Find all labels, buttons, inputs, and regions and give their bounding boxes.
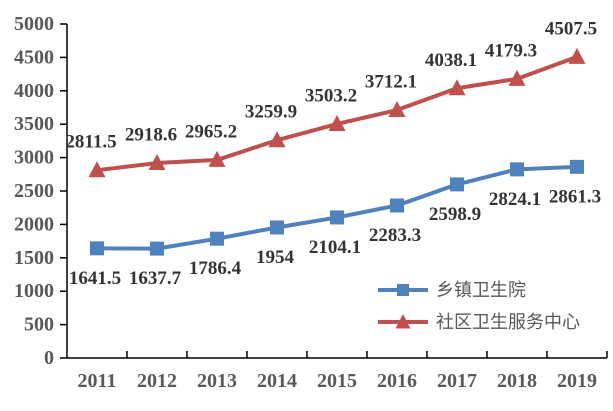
data-label-community-health-service-centers: 3259.9 xyxy=(245,102,297,123)
legend-label-community-health-service-centers: 社区卫生服务中心 xyxy=(436,312,580,332)
y-tick-label: 1500 xyxy=(14,247,54,269)
x-tick-label: 2013 xyxy=(197,370,237,392)
data-point-square-township-health-centers xyxy=(570,159,584,174)
data-point-square-township-health-centers xyxy=(270,220,284,235)
data-label-township-health-centers: 2824.1 xyxy=(489,189,541,210)
data-point-square-township-health-centers xyxy=(210,231,224,246)
data-point-square-township-health-centers xyxy=(450,177,464,192)
data-point-triangle-community-health-service-centers xyxy=(388,101,406,118)
data-label-community-health-service-centers: 4507.5 xyxy=(545,18,597,39)
y-tick-label: 500 xyxy=(24,314,54,336)
x-tick-label: 2015 xyxy=(317,370,357,392)
data-point-triangle-community-health-service-centers xyxy=(328,114,346,131)
data-point-triangle-community-health-service-centers xyxy=(148,154,166,171)
blue-square-line-icon xyxy=(378,284,428,296)
data-point-square-township-health-centers xyxy=(390,198,404,213)
y-tick-label: 2500 xyxy=(14,180,54,202)
data-point-square-township-health-centers xyxy=(330,210,344,225)
data-label-township-health-centers: 2283.3 xyxy=(369,225,421,246)
red-triangle-line-icon xyxy=(378,314,428,329)
data-label-community-health-service-centers: 2811.5 xyxy=(65,132,116,153)
data-point-triangle-community-health-service-centers xyxy=(508,69,526,86)
y-tick-label: 1000 xyxy=(14,280,54,302)
data-label-community-health-service-centers: 3712.1 xyxy=(365,72,417,93)
legend-item-community-health-service-centers: 社区卫生服务中心 xyxy=(378,311,580,333)
y-tick-label: 5000 xyxy=(14,13,54,35)
x-tick-label: 2018 xyxy=(497,370,537,392)
data-label-township-health-centers: 1637.7 xyxy=(129,268,182,289)
data-label-community-health-service-centers: 2965.2 xyxy=(185,121,237,142)
data-label-community-health-service-centers: 4179.3 xyxy=(485,40,537,61)
data-point-triangle-community-health-service-centers xyxy=(268,131,286,148)
y-tick-label: 2000 xyxy=(14,213,54,235)
x-tick-label: 2017 xyxy=(437,370,477,392)
data-point-triangle-community-health-service-centers xyxy=(448,79,466,96)
data-point-triangle-community-health-service-centers xyxy=(88,161,106,178)
data-label-community-health-service-centers: 2918.6 xyxy=(125,125,177,146)
data-label-township-health-centers: 2104.1 xyxy=(309,237,361,258)
x-tick-label: 2014 xyxy=(257,370,297,392)
y-tick-label: 4500 xyxy=(14,46,54,68)
data-label-township-health-centers: 2598.9 xyxy=(429,204,481,225)
x-tick-label: 2011 xyxy=(78,370,117,392)
data-label-community-health-service-centers: 3503.2 xyxy=(305,85,357,106)
series-line-community-health-service-centers xyxy=(96,55,578,173)
data-point-square-township-health-centers xyxy=(510,162,524,177)
data-point-triangle-community-health-service-centers xyxy=(568,47,586,64)
legend-label-township-health-centers: 乡镇卫生院 xyxy=(436,280,526,300)
x-tick-label: 2012 xyxy=(137,370,177,392)
data-label-community-health-service-centers: 4038.1 xyxy=(425,50,477,71)
x-tick-label: 2016 xyxy=(377,370,417,392)
y-tick-label: 3500 xyxy=(14,113,54,135)
y-tick-label: 0 xyxy=(44,347,54,369)
data-label-township-health-centers: 2861.3 xyxy=(549,186,601,207)
x-tick-label: 2019 xyxy=(557,370,597,392)
data-point-square-township-health-centers xyxy=(150,241,164,256)
data-label-township-health-centers: 1641.5 xyxy=(69,268,121,289)
data-label-township-health-centers: 1786.4 xyxy=(189,258,242,279)
data-label-township-health-centers: 1954 xyxy=(256,247,295,268)
y-tick-label: 4000 xyxy=(14,80,54,102)
chart-legend: 乡镇卫生院 社区卫生服务中心 xyxy=(378,279,580,333)
data-point-triangle-community-health-service-centers xyxy=(208,150,226,167)
y-tick-label: 3000 xyxy=(14,147,54,169)
legend-item-township-health-centers: 乡镇卫生院 xyxy=(378,279,580,301)
data-point-square-township-health-centers xyxy=(90,241,104,256)
